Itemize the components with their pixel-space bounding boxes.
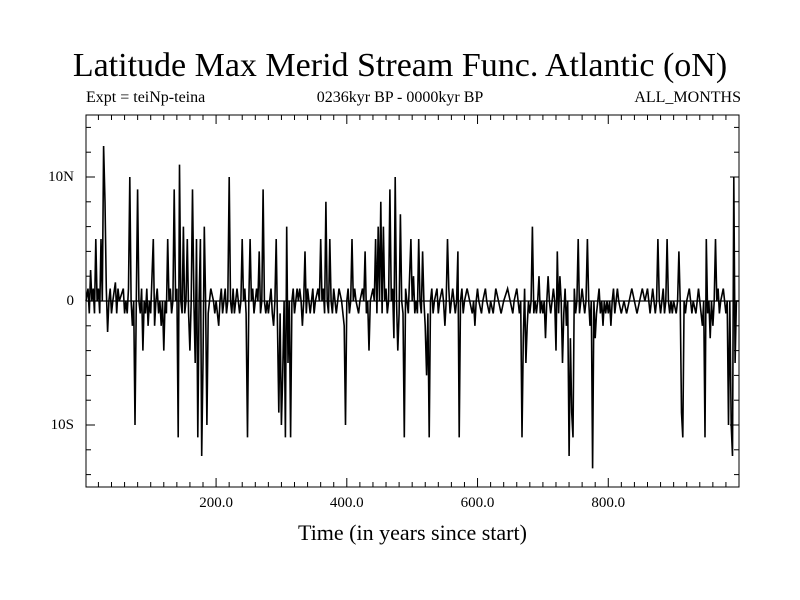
experiment-label: Expt = teiNp-teina: [86, 89, 206, 106]
x-minor-ticks: [97, 115, 727, 487]
x-tick-label: 400.0: [329, 495, 364, 511]
x-tick-label: 200.0: [199, 495, 233, 511]
x-tick-label: 600.0: [460, 495, 495, 511]
time-range-label: 0236kyr BP - 0000kyr BP: [316, 89, 484, 106]
series-line: [85, 145, 739, 469]
y-tick-label: 0: [66, 293, 75, 309]
x-axis-title: Time (in years since start): [298, 520, 527, 545]
x-tick-label: 800.0: [591, 495, 626, 511]
y-tick-label: 10S: [50, 417, 74, 433]
y-tick-label: 10N: [48, 169, 74, 185]
chart-title: Latitude Max Merid Stream Func. Atlantic…: [72, 47, 728, 84]
months-label: ALL_MONTHS: [634, 89, 741, 106]
